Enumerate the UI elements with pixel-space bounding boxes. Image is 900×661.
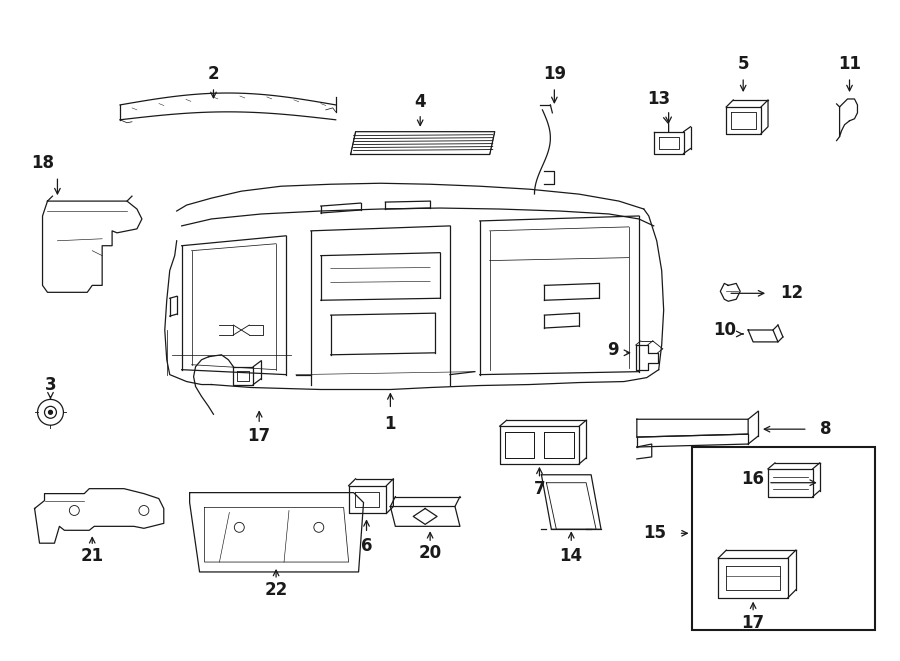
Text: 1: 1 [384, 415, 396, 433]
Text: 19: 19 [543, 65, 566, 83]
Text: 12: 12 [780, 284, 803, 302]
Text: 7: 7 [534, 480, 545, 498]
Text: 6: 6 [361, 537, 373, 555]
Text: 8: 8 [820, 420, 832, 438]
Text: 5: 5 [737, 56, 749, 73]
Text: 10: 10 [713, 321, 736, 339]
Text: 17: 17 [248, 427, 271, 445]
Text: 2: 2 [208, 65, 220, 83]
Text: 9: 9 [608, 341, 619, 359]
Text: 17: 17 [742, 613, 765, 631]
Bar [691, 447, 876, 631]
Text: 21: 21 [81, 547, 104, 565]
Text: 20: 20 [418, 544, 442, 562]
Text: 13: 13 [647, 90, 670, 108]
Text: 3: 3 [45, 375, 57, 393]
Circle shape [49, 410, 52, 414]
Text: 4: 4 [414, 93, 426, 111]
Text: 16: 16 [741, 470, 764, 488]
Text: 11: 11 [838, 56, 861, 73]
Text: 22: 22 [265, 581, 288, 599]
Text: 15: 15 [644, 524, 667, 542]
Text: 18: 18 [31, 155, 54, 173]
Text: 14: 14 [560, 547, 583, 565]
